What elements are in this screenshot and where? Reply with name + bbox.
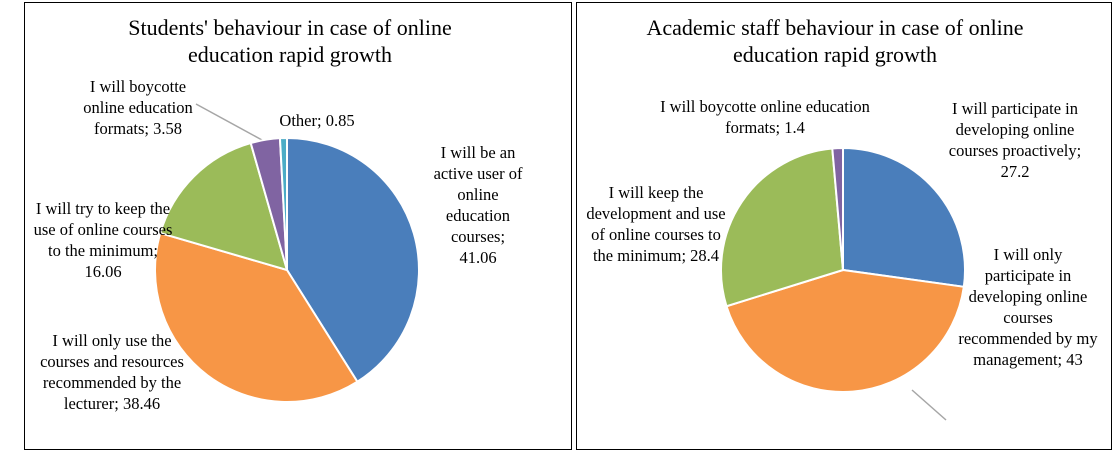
leader-line [195, 103, 263, 141]
panel [24, 2, 572, 450]
label-value: 38.46 [122, 394, 161, 413]
label-value: 27.2 [1000, 162, 1030, 181]
chart-title: Academic staff behaviour in case of onli… [646, 15, 1024, 67]
label-category: I will keep the development and use of o… [586, 183, 726, 265]
label-category: I will boycotte online education formats [83, 77, 193, 138]
label-value: 43 [1066, 350, 1083, 369]
label-value: 16.06 [84, 262, 122, 281]
chart-title: Students' behaviour in case of online ed… [128, 15, 452, 67]
label-value: 1.4 [784, 118, 805, 137]
pie-slice [725, 268, 965, 393]
label-separator: ; [316, 111, 326, 130]
pie-slice [154, 231, 359, 403]
label-category: I will try to keep the use of online cou… [33, 199, 173, 260]
label-category: Other [279, 111, 317, 130]
pie-slice [159, 141, 289, 272]
pie-slice [720, 147, 845, 308]
label-separator: ; [153, 241, 158, 260]
pie-slice [278, 136, 288, 271]
label-category: I will be an active user of online educa… [433, 143, 523, 246]
data-label: I will only use the courses and resource… [27, 330, 197, 414]
label-category: I will only participate in developing on… [958, 245, 1098, 369]
label-separator: ; [1057, 350, 1067, 369]
data-label: I will boycotte online education formats… [660, 96, 870, 138]
data-label: I will keep the development and use of o… [586, 182, 726, 266]
data-label: Other; 0.85 [262, 110, 372, 131]
data-label: I will boycotte online education formats… [68, 76, 208, 139]
label-category: I will only use the courses and resource… [40, 331, 184, 413]
label-category: I will boycotte online education formats [660, 97, 870, 137]
label-value: 3.58 [153, 119, 182, 138]
data-label: I will be an active user of online educa… [433, 142, 523, 268]
label-separator: ; [144, 119, 154, 138]
pie-slice [831, 146, 844, 271]
pie-slice [842, 146, 966, 288]
leader-line [911, 389, 947, 421]
label-separator: ; [1076, 141, 1082, 160]
label-value: 28.4 [690, 246, 720, 265]
label-separator: ; [114, 394, 123, 413]
data-label: I will try to keep the use of online cou… [28, 198, 178, 282]
panel [576, 2, 1112, 450]
label-separator: ; [775, 118, 785, 137]
label-value: 41.06 [459, 248, 497, 267]
data-label: I will only participate in developing on… [958, 244, 1098, 370]
label-value: 0.85 [325, 111, 355, 130]
data-label: I will participate in developing online … [940, 98, 1090, 182]
label-separator: ; [681, 246, 691, 265]
label-separator: ; [500, 227, 506, 246]
label-category: I will participate in developing online … [948, 99, 1078, 160]
